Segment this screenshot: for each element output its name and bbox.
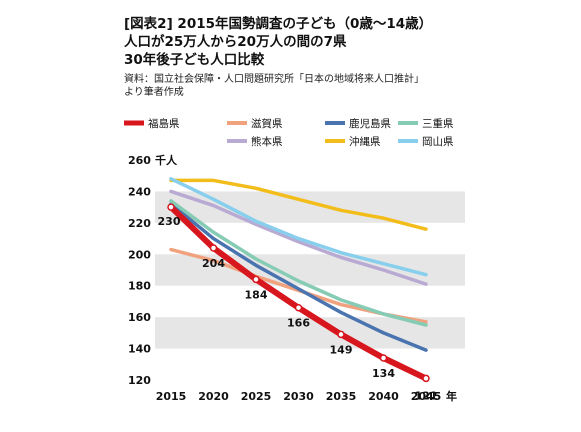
x-tick-label: 2045 [411,390,442,403]
series-line [169,202,428,352]
x-tick-label: 2015 [156,390,187,403]
legend-label: 鹿児島県 [349,117,391,130]
chart-title: [図表2] 2015年国勢調査の子ども（0歳〜14歳） 人口が25万人から20万… [124,15,484,69]
y-tick-label: 140 [128,343,151,356]
y-tick-label: 240 [128,185,151,198]
title-line-1: [図表2] 2015年国勢調査の子ども（0歳〜14歳） [124,16,433,32]
data-point [294,303,303,312]
data-point [337,330,345,339]
series-line [169,177,428,277]
y-tick-label: 180 [128,280,151,293]
series-line [169,178,428,231]
title-line-2: 人口が25万人から20万人の間の7県 [124,34,347,50]
data-label: 134 [372,367,395,380]
y-tick-label: 160 [128,311,151,324]
y-tick-label: 260 [128,154,151,167]
series-line [169,199,428,327]
y-axis-unit: 千人 [155,153,178,167]
grid-band [155,191,465,223]
title-line-3: 30年後子ども人口比較 [124,52,265,68]
data-label: 184 [245,288,268,301]
x-tick-label: 2030 [283,390,314,403]
data-label: 166 [287,317,310,330]
data-label: 149 [330,343,353,356]
data-label: 121 [415,389,438,402]
legend-label: 沖縄県 [349,135,381,148]
x-tick-label: 2020 [198,390,229,403]
series-line [169,189,428,286]
data-point [252,275,260,284]
x-tick-label: 2035 [326,390,357,403]
data-label: 230 [158,215,181,228]
legend-label: 福島県 [148,117,180,130]
y-tick-label: 220 [128,217,151,230]
data-point [379,354,388,362]
series-line [168,204,429,382]
x-tick-label: 2040 [368,390,399,403]
data-label: 204 [202,257,225,270]
legend-label: 滋賀県 [251,117,283,130]
x-tick-label: 2025 [241,390,272,403]
y-tick-label: 120 [128,374,151,387]
y-tick-label: 200 [128,248,151,261]
source-line-1: 資料：国立社会保障・人口問題研究所「日本の地域将来人口推計」 [124,74,424,85]
data-point [167,203,175,211]
source-line-2: より筆者作成 [124,87,184,98]
source-note: 資料：国立社会保障・人口問題研究所「日本の地域将来人口推計」 より筆者作成 [124,73,484,99]
legend-label: 岡山県 [422,136,454,148]
data-point [209,244,218,252]
legend-label: 三重県 [422,117,454,130]
x-axis-unit: 年 [446,389,457,403]
legend-label: 熊本県 [251,135,283,148]
data-point [422,374,430,383]
